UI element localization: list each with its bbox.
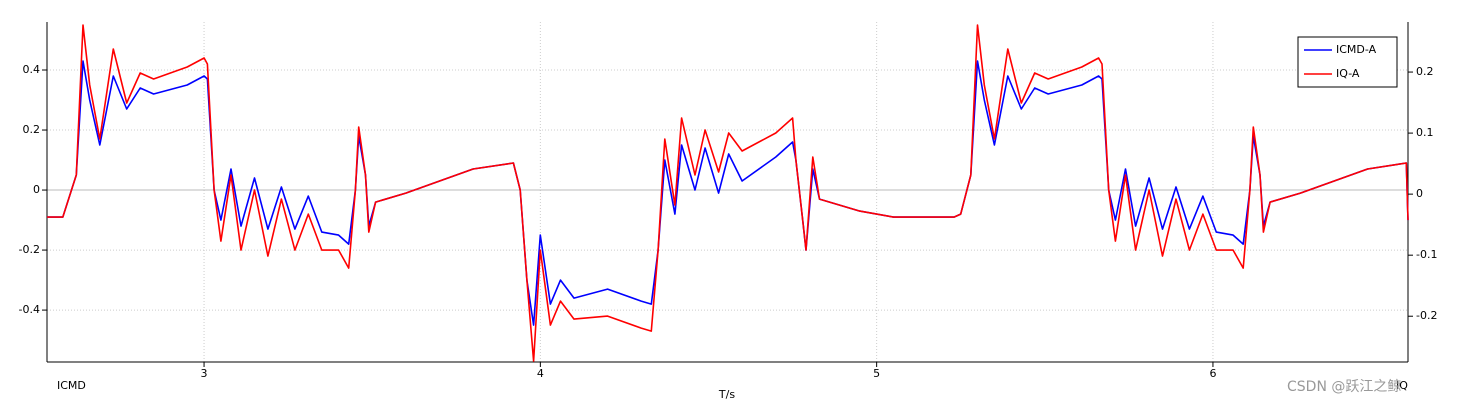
series-line bbox=[47, 24, 1409, 362]
x-tick-label: 4 bbox=[537, 367, 544, 380]
x-tick-label: 6 bbox=[1209, 367, 1216, 380]
y-tick-label: -0.4 bbox=[19, 303, 40, 316]
x-tick-label: 5 bbox=[873, 367, 880, 380]
y-tick-label: -0.2 bbox=[19, 243, 40, 256]
y2-tick-label: -0.2 bbox=[1416, 309, 1437, 322]
y-tick-label: 0.4 bbox=[23, 63, 41, 76]
y-tick-label: 0 bbox=[33, 183, 40, 196]
legend-label: IQ-A bbox=[1336, 67, 1360, 80]
x-axis-label: T/s bbox=[718, 388, 735, 401]
legend-box bbox=[1297, 36, 1398, 88]
y2-axis-label: IQ bbox=[1396, 379, 1408, 392]
x-tick-label: 3 bbox=[201, 367, 208, 380]
y2-tick-label: 0 bbox=[1416, 187, 1423, 200]
legend-label: ICMD-A bbox=[1336, 43, 1377, 56]
y2-tick-label: 0.1 bbox=[1416, 126, 1434, 139]
series-line bbox=[47, 60, 1409, 326]
y-tick-label: 0.2 bbox=[23, 123, 41, 136]
watermark: CSDN @跃江之鲸 bbox=[1287, 379, 1401, 395]
y-axis-label: ICMD bbox=[57, 379, 86, 392]
y2-tick-label: 0.2 bbox=[1416, 65, 1434, 78]
y2-tick-label: -0.1 bbox=[1416, 248, 1437, 261]
